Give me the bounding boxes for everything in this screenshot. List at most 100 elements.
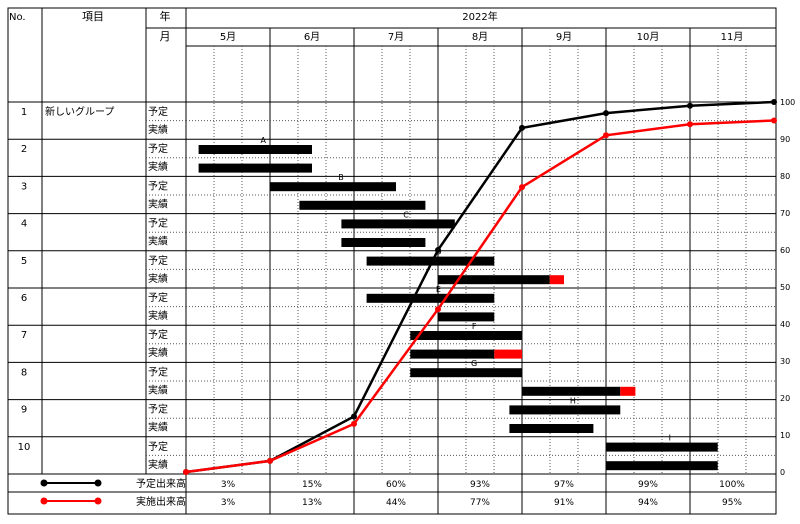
plan-bar-D — [366, 256, 495, 266]
row-number: 2 — [21, 144, 27, 155]
legend-plan-dot — [40, 479, 48, 487]
header-month: 月 — [160, 30, 171, 43]
actual-bar-A — [198, 163, 312, 173]
task-label: E — [436, 285, 441, 294]
task-label: H — [570, 396, 576, 405]
summary-actual-label: 実施出来高 — [136, 495, 186, 508]
row-kind-plan: 予定 — [148, 142, 168, 155]
series-point-0 — [435, 247, 441, 253]
series-point-1 — [267, 457, 273, 464]
right-axis-tick: 10 — [780, 431, 790, 440]
actual-bar-E — [438, 312, 495, 322]
right-axis-tick: 80 — [780, 172, 790, 181]
summary-plan-value: 100% — [719, 480, 745, 490]
group-name: 新しいグループ — [45, 105, 114, 118]
series-point-0 — [351, 413, 357, 420]
plan-bar-H — [509, 405, 621, 415]
month-label: 11月 — [721, 31, 744, 43]
summary-plan-value: 15% — [302, 480, 322, 490]
plan-bar-C — [341, 219, 455, 229]
row-kind-plan: 予定 — [148, 217, 168, 230]
row-kind-actual: 実績 — [148, 309, 168, 322]
actual-bar-D — [438, 275, 550, 285]
right-axis-tick: 100 — [780, 98, 795, 107]
actual-bar-H — [509, 424, 594, 433]
row-number: 1 — [21, 107, 27, 118]
summary-plan-value: 99% — [638, 480, 658, 490]
row-kind-plan: 予定 — [148, 403, 168, 416]
overrun-bar-D — [549, 275, 564, 285]
series-point-0 — [771, 99, 777, 105]
row-kind-actual: 実績 — [148, 160, 168, 173]
row-kind-plan: 予定 — [148, 254, 168, 267]
row-kind-actual: 実績 — [148, 272, 168, 285]
row-kind-plan: 予定 — [148, 328, 168, 341]
legend-plan-dot — [94, 479, 102, 487]
month-label: 5月 — [220, 31, 236, 43]
summary-actual-value: 13% — [302, 498, 322, 508]
plan-bar-I — [606, 442, 718, 452]
row-kind-actual: 実績 — [148, 421, 168, 434]
series-point-0 — [687, 102, 693, 109]
right-axis-tick: 0 — [780, 468, 785, 477]
legend-actual-dot — [94, 497, 102, 505]
header-no: No. — [9, 12, 26, 23]
plan-bar-G — [410, 368, 522, 378]
series-point-1 — [519, 184, 525, 191]
actual-bar-B — [299, 200, 426, 210]
overrun-bar-G — [620, 386, 636, 396]
task-label: F — [472, 322, 477, 331]
actual-bar-I — [606, 461, 718, 471]
row-number: 10 — [18, 442, 31, 453]
summary-actual-value: 3% — [221, 498, 236, 508]
series-point-0 — [603, 110, 609, 117]
row-kind-actual: 実績 — [148, 197, 168, 210]
summary-actual-value: 94% — [638, 498, 658, 508]
month-label: 7月 — [388, 31, 404, 43]
series-point-1 — [183, 469, 189, 475]
series-point-1 — [687, 121, 693, 128]
actual-bar-F — [410, 349, 495, 359]
row-number: 6 — [21, 293, 27, 304]
row-kind-actual: 実績 — [148, 383, 168, 396]
month-label: 6月 — [304, 31, 320, 43]
right-axis-tick: 50 — [780, 283, 790, 292]
overrun-bar-F — [494, 349, 522, 359]
right-axis-tick: 20 — [780, 394, 790, 403]
row-number: 3 — [21, 181, 27, 192]
legend-actual-dot — [40, 497, 48, 505]
series-point-1 — [351, 420, 357, 427]
series-line-1 — [185, 119, 775, 474]
header-item: 項目 — [82, 10, 104, 23]
series-point-1 — [771, 117, 777, 124]
month-label: 8月 — [472, 31, 488, 43]
plan-bar-A — [198, 145, 312, 154]
row-kind-plan: 予定 — [148, 291, 168, 304]
row-number: 4 — [21, 219, 27, 230]
header-year: 年 — [160, 9, 171, 23]
row-kind-plan: 予定 — [148, 179, 168, 192]
task-label: C — [403, 210, 409, 219]
header-year-value: 2022年 — [462, 10, 497, 23]
plan-bar-E — [366, 293, 495, 303]
month-label: 10月 — [637, 31, 660, 43]
row-number: 9 — [21, 405, 27, 416]
row-number: 7 — [21, 330, 27, 341]
row-kind-actual: 実績 — [148, 123, 168, 136]
right-axis-tick: 30 — [780, 357, 790, 366]
summary-plan-value: 93% — [470, 480, 490, 490]
right-axis-tick: 70 — [780, 209, 790, 218]
summary-actual-value: 44% — [386, 498, 406, 508]
summary-plan-value: 3% — [221, 480, 236, 490]
row-kind-actual: 実績 — [148, 235, 168, 248]
task-label: A — [261, 136, 267, 145]
right-axis-tick: 40 — [780, 320, 790, 329]
actual-bar-C — [341, 238, 426, 247]
series-point-1 — [435, 306, 441, 313]
row-number: 5 — [21, 256, 27, 267]
row-number: 8 — [21, 367, 27, 378]
plan-bar-F — [410, 331, 522, 340]
right-axis-tick: 60 — [780, 246, 790, 255]
row-kind-plan: 予定 — [148, 440, 168, 453]
